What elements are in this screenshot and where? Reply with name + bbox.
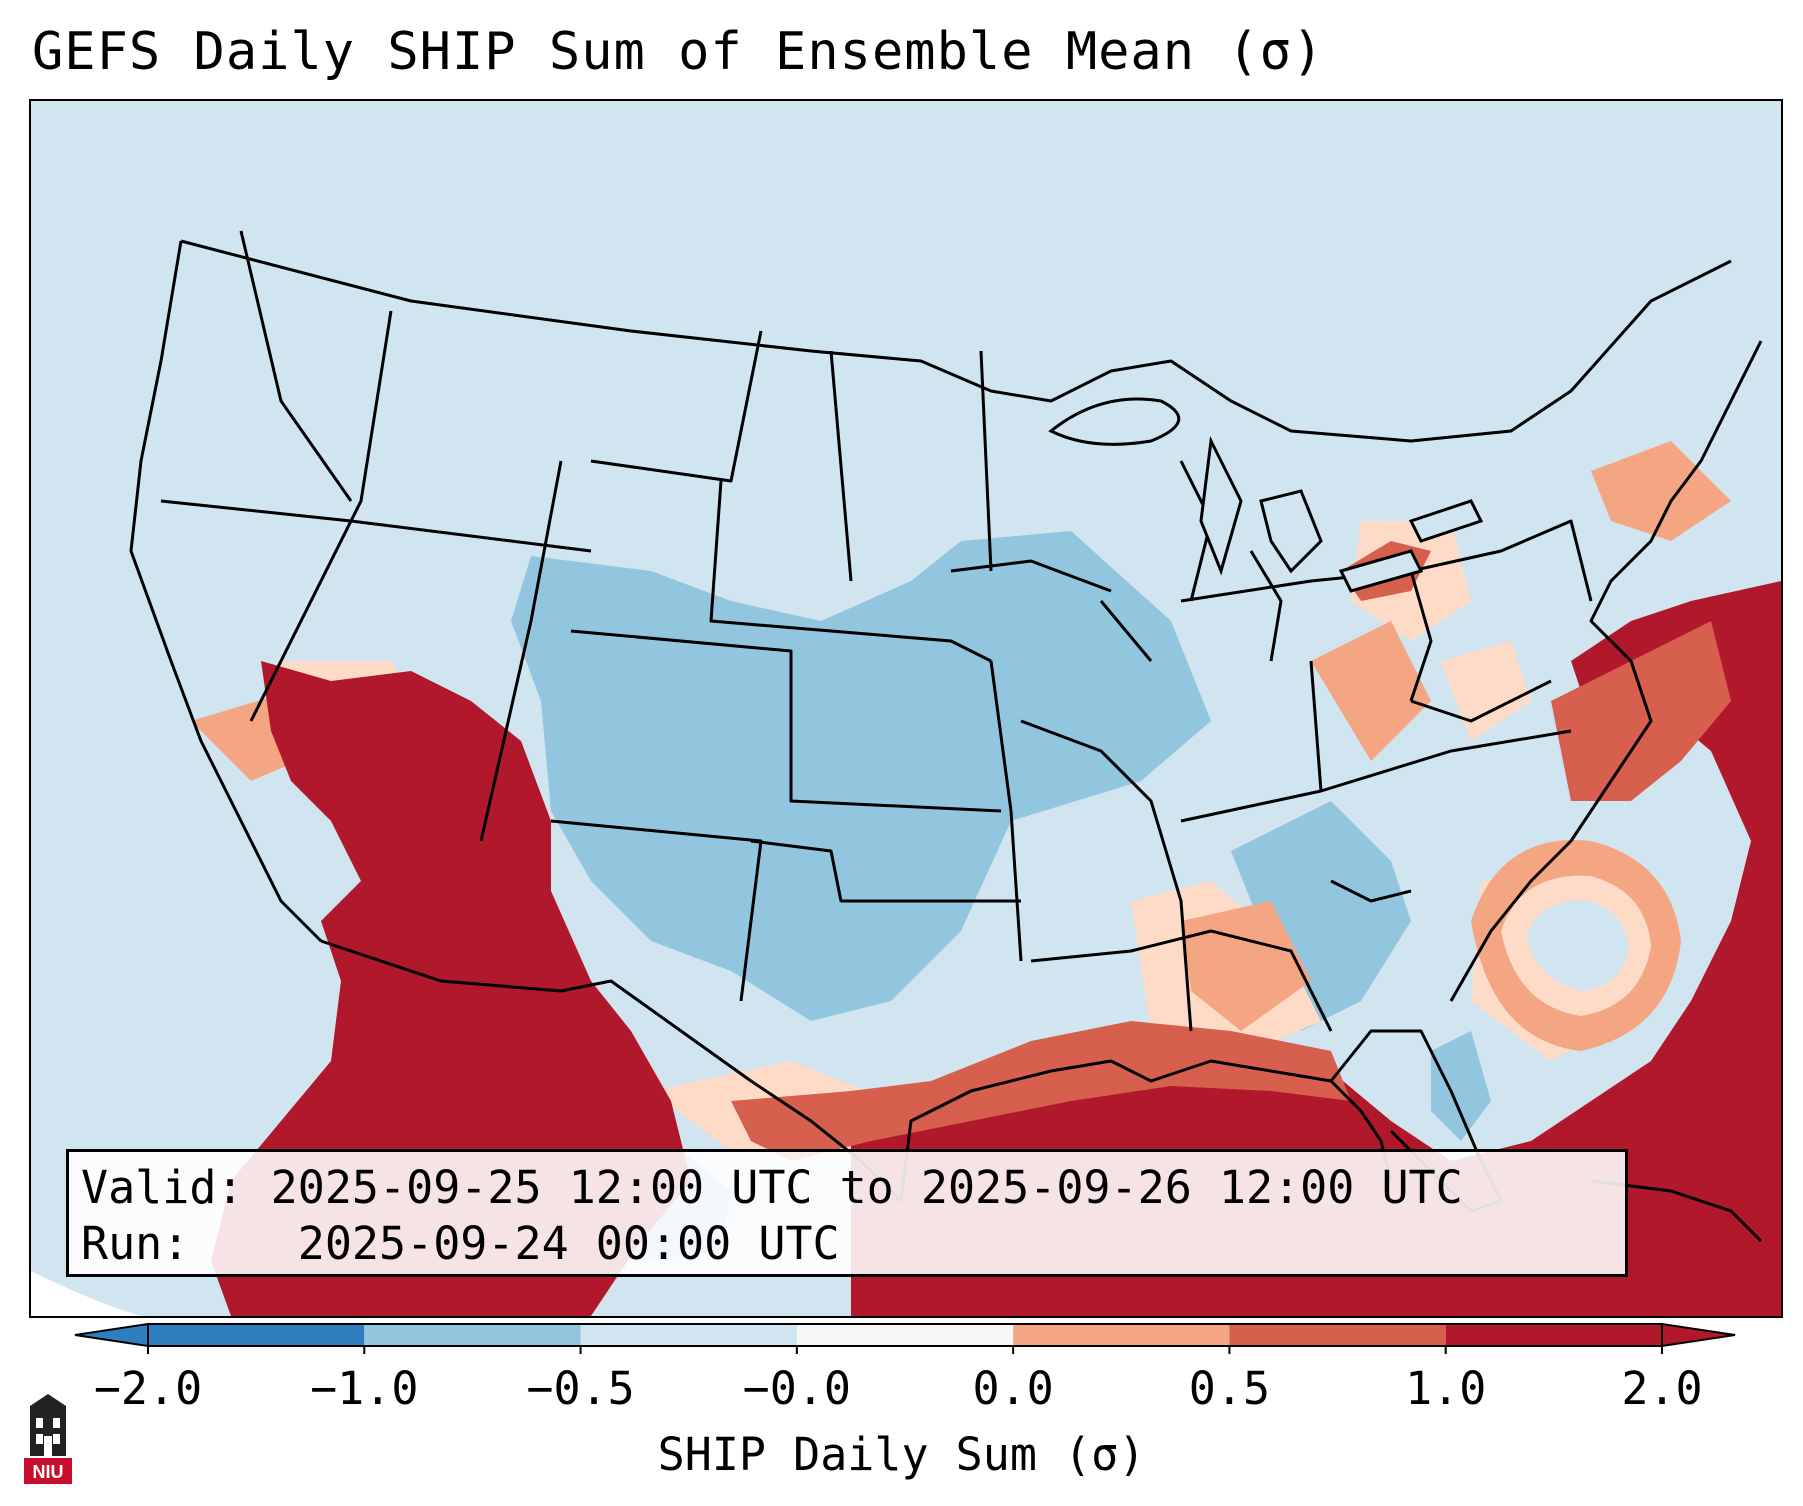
valid-value: 2025-09-25 12:00 UTC to 2025-09-26 12:00… [270,1161,1463,1214]
colorbar-segment [580,1324,797,1346]
domain-edge-left [31,1271,141,1316]
logo-text: NIU [33,1462,64,1482]
boundaries [129,230,1763,1213]
caribbean-coast [1590,1179,1763,1243]
colorbar-tick-label: 0.0 [972,1362,1054,1415]
ship-map [31,101,1781,1316]
colorbar-tick-label: −1.0 [310,1362,419,1415]
map-panel [29,99,1783,1318]
niu-logo: NIU [24,1394,72,1484]
colorbar-segment [148,1324,365,1346]
colorbar-extend-low [74,1322,149,1348]
run-label: Run: [81,1217,190,1270]
colorbar-segment [1013,1324,1230,1346]
gulf-transition-band [731,1021,1351,1161]
colorbar-extend-high [1661,1322,1736,1348]
run-info-box: Valid: 2025-09-25 12:00 UTC to 2025-09-2… [66,1149,1628,1277]
colorbar-segment [1445,1324,1662,1346]
great-lakes [1048,397,1484,593]
colorbar-tick-label: 1.0 [1405,1362,1487,1415]
colorbar-segment [796,1324,1014,1346]
colorbar-tick-label: −0.5 [526,1362,635,1415]
colorbar-tick-label: 0.5 [1188,1362,1271,1415]
colorbar-segment [364,1324,581,1346]
run-value: 2025-09-24 00:00 UTC [297,1217,840,1270]
moderate-positive-region [191,441,1731,1031]
colorbar-tick-label: −2.0 [93,1362,203,1415]
colorbar-tick-label: 2.0 [1621,1362,1703,1415]
colorbar-tick-label: −0.0 [742,1362,852,1415]
colorbar-label: SHIP Daily Sum (σ) [657,1428,1146,1481]
colorbar [74,1322,1736,1354]
colorbar-segment [1229,1324,1446,1346]
chart-title: GEFS Daily SHIP Sum of Ensemble Mean (σ) [32,22,1325,82]
valid-label: Valid: [81,1161,244,1214]
